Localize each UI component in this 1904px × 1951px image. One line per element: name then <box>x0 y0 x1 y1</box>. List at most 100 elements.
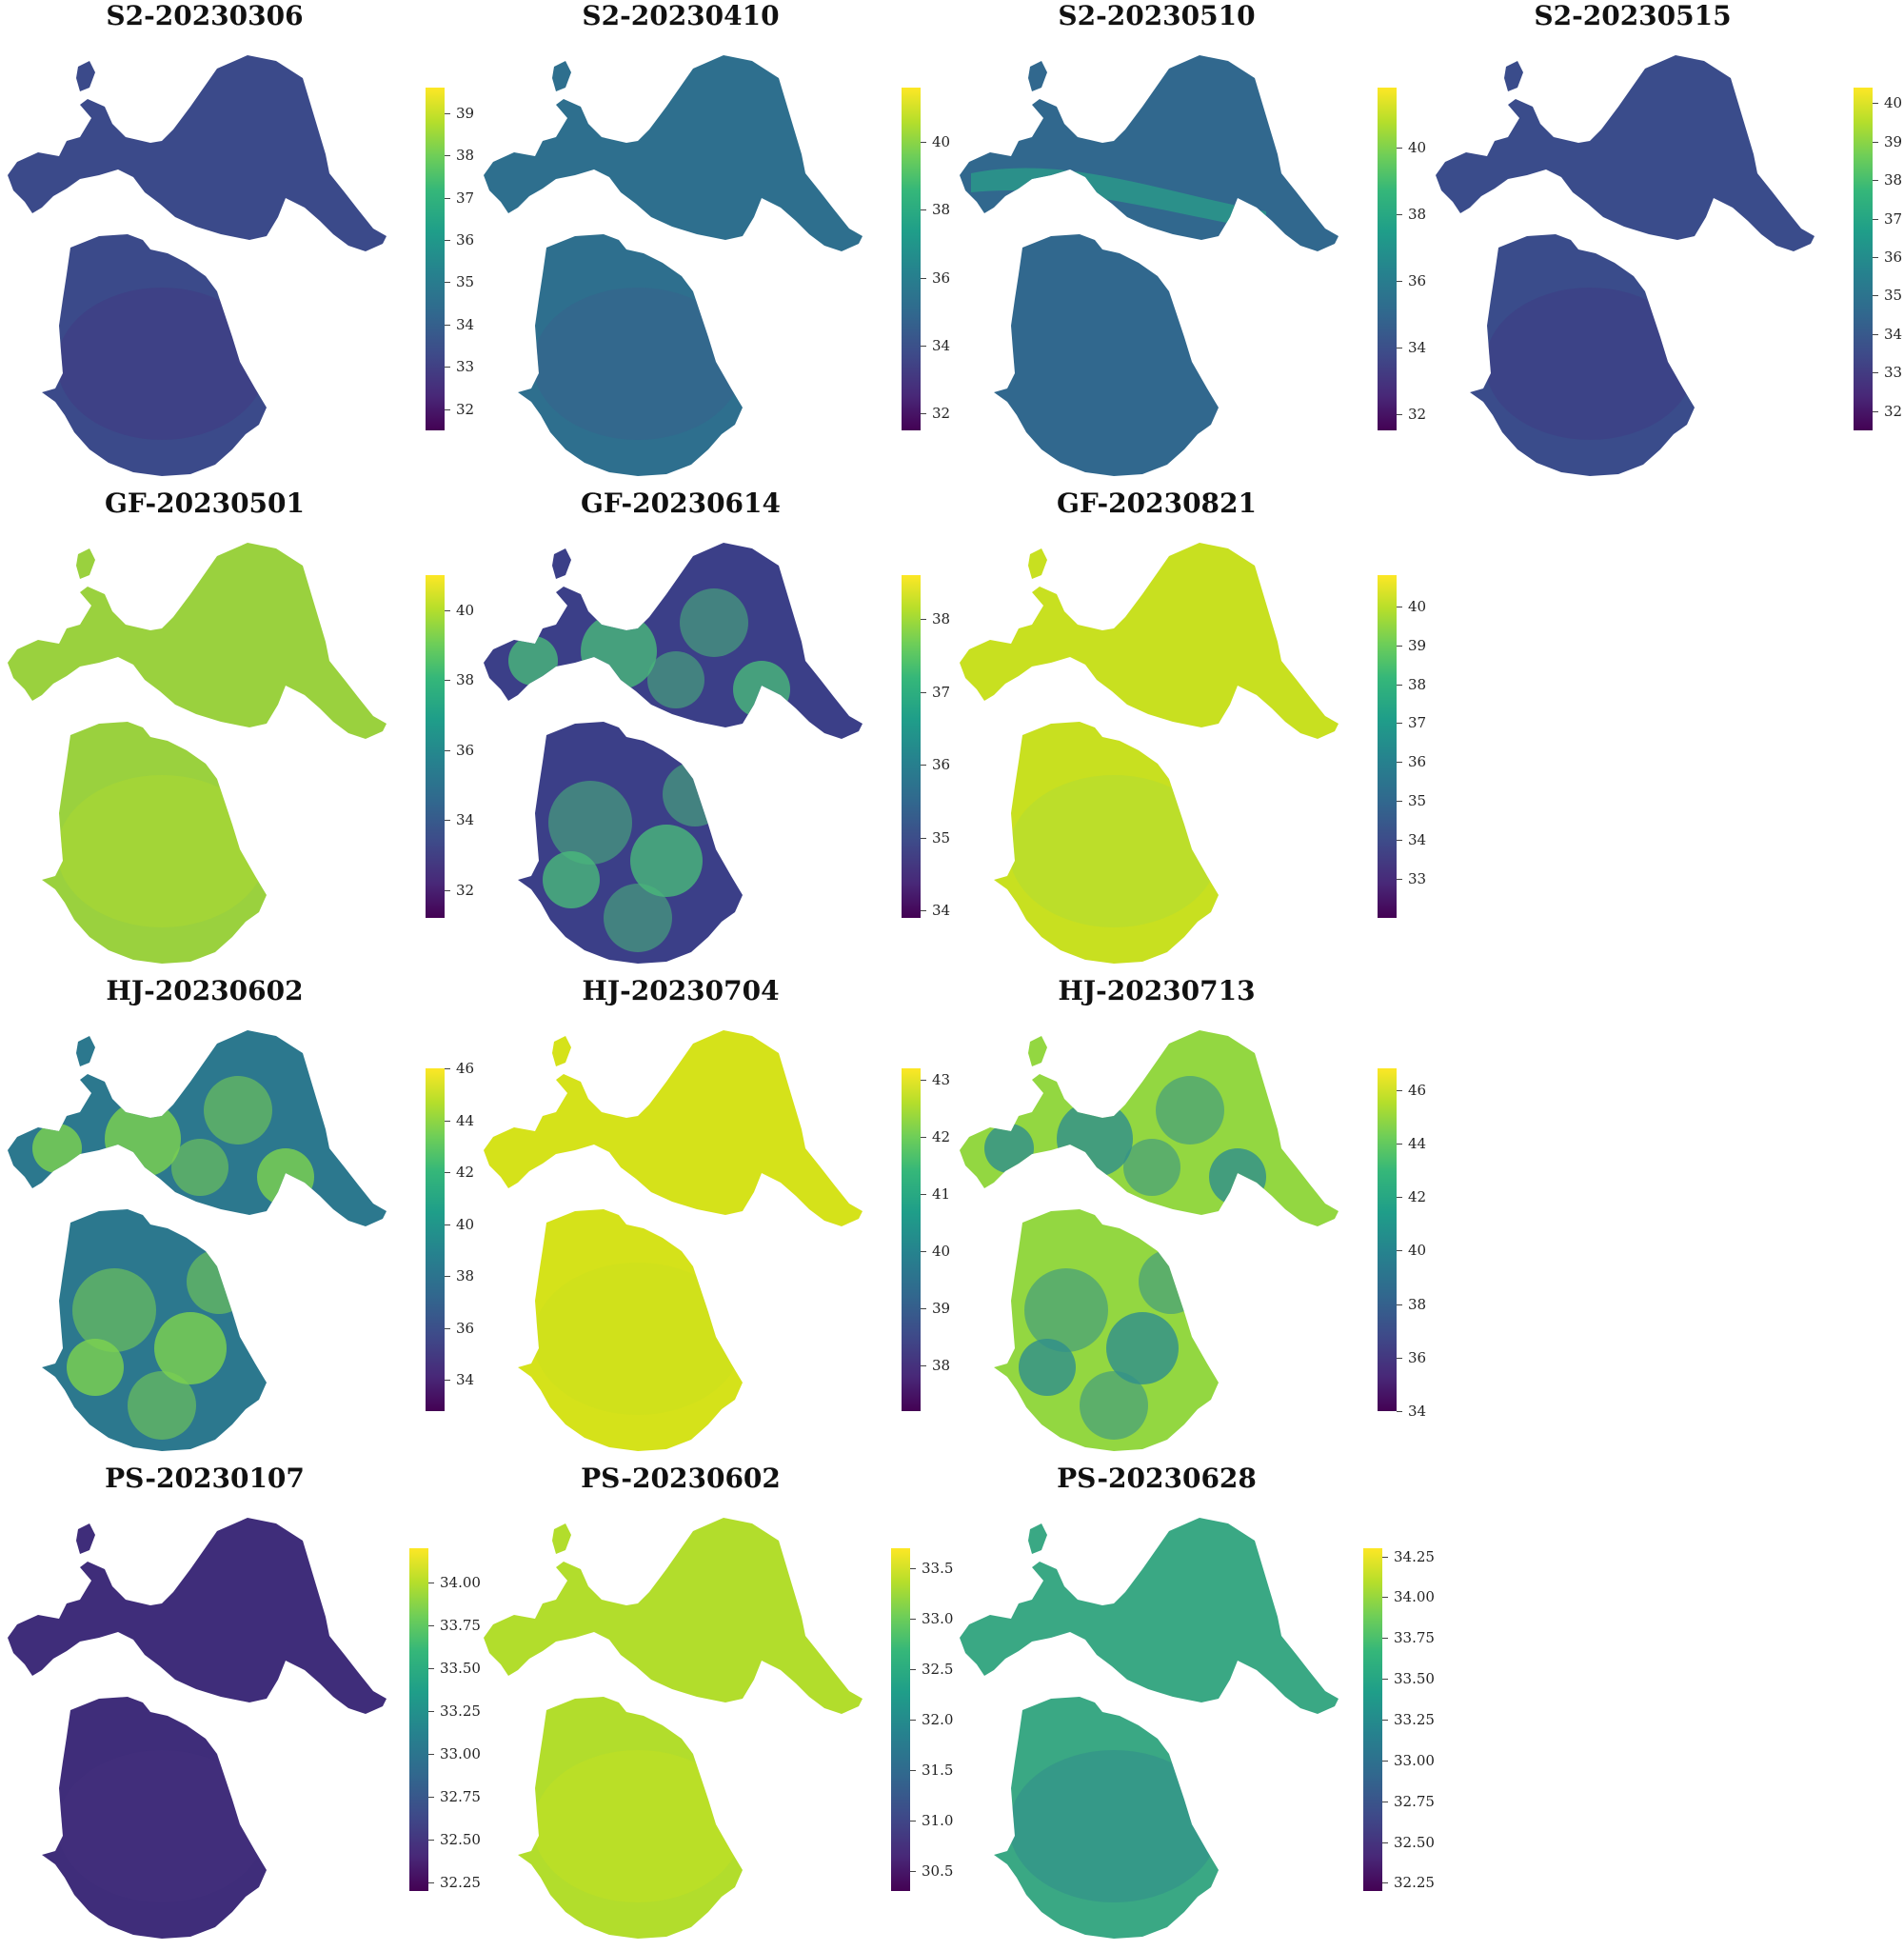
panel-hj-20230704: HJ-20230704 38 39 40 41 42 43 <box>476 975 952 1461</box>
lake-fill <box>960 1030 1339 1451</box>
tick-mark <box>1873 218 1878 220</box>
value-patch <box>1080 1371 1148 1440</box>
tick-mark <box>428 1882 434 1883</box>
tick-label: 32.75 <box>440 1788 481 1805</box>
value-shading <box>533 1263 743 1415</box>
causeway-gap <box>617 1200 695 1236</box>
lake-map <box>960 543 1339 964</box>
causeway-gap <box>141 1687 219 1723</box>
value-patch <box>604 884 672 952</box>
tick-mark <box>921 1251 926 1252</box>
tick-mark <box>910 1820 916 1822</box>
lake-map <box>8 1518 387 1939</box>
tick-mark <box>1382 1679 1388 1681</box>
value-shading <box>1009 1750 1219 1902</box>
tick-label: 33.5 <box>922 1560 954 1578</box>
value-shading <box>533 1750 743 1902</box>
tick-mark <box>1397 1357 1402 1359</box>
value-patch <box>1139 1249 1203 1314</box>
tick-label: 30.5 <box>922 1861 954 1880</box>
tick-label: 34 <box>932 336 951 354</box>
tick-mark <box>428 1711 434 1712</box>
tick-mark <box>921 142 926 144</box>
colorbar: 32 34 36 38 40 <box>426 575 502 918</box>
tick-label: 32.0 <box>922 1711 954 1728</box>
lake-surface <box>484 543 863 964</box>
lake-surface <box>960 1030 1339 1451</box>
tick-mark <box>445 324 450 326</box>
tick-label: 40 <box>1408 597 1427 615</box>
tick-mark <box>910 1870 916 1872</box>
tick-label: 42 <box>456 1164 475 1182</box>
tick-label: 33.25 <box>440 1702 481 1720</box>
panel-gf-20230614: GF-20230614 34 35 36 37 38 <box>476 488 952 973</box>
tick-mark <box>445 112 450 114</box>
tick-mark <box>428 1797 434 1798</box>
lake-map <box>1436 55 1815 476</box>
colorbar-gradient <box>1854 88 1873 430</box>
panel-s2-20230410: S2-20230410 32 34 36 38 40 <box>476 0 952 486</box>
lake-surface <box>484 1030 863 1451</box>
tick-mark <box>1397 213 1402 215</box>
tick-label: 36 <box>932 269 951 287</box>
colorbar-gradient <box>426 1068 445 1411</box>
panel-title: S2-20230306 <box>106 0 304 31</box>
colorbar-gradient <box>1363 1548 1382 1891</box>
tick-mark <box>1397 645 1402 647</box>
tick-label: 32.25 <box>1394 1874 1435 1892</box>
value-patch <box>543 851 600 908</box>
lake-map <box>484 55 863 476</box>
colorbar-gradient <box>902 88 921 430</box>
tick-mark <box>1873 333 1878 335</box>
tick-mark <box>1397 413 1402 415</box>
tick-label: 36 <box>1408 753 1427 771</box>
colorbar-gradient <box>426 575 445 918</box>
tick-mark <box>445 1172 450 1174</box>
tick-label: 40 <box>1408 1242 1427 1260</box>
tick-label: 42 <box>1408 1188 1427 1205</box>
colorbar: 32.25 32.50 32.75 33.00 33.25 33.50 33.75 34.00… <box>1363 1548 1439 1891</box>
tick-mark <box>445 155 450 157</box>
tick-mark <box>1873 141 1878 143</box>
tick-mark <box>921 413 926 415</box>
tick-label: 36 <box>456 1319 475 1337</box>
tick-label: 40 <box>1408 138 1427 156</box>
tick-label: 35 <box>456 273 475 291</box>
tick-mark <box>1397 723 1402 725</box>
tick-mark <box>1873 256 1878 258</box>
colorbar: 32.25 32.50 32.75 33.00 33.25 33.50 33.75 34.00 <box>409 1548 486 1891</box>
tick-mark <box>1397 1089 1402 1091</box>
tick-label: 38 <box>1884 171 1903 189</box>
tick-label: 40 <box>932 1243 951 1260</box>
tick-label: 36 <box>456 741 475 759</box>
tick-label: 39 <box>1408 636 1427 654</box>
colorbar: 32 34 36 38 40 <box>1378 88 1454 430</box>
tick-label: 32 <box>1884 402 1903 420</box>
tick-mark <box>1397 879 1402 881</box>
panel-hj-20230713: HJ-20230713 34 36 38 40 42 44 46 <box>952 975 1428 1461</box>
tick-label: 38 <box>456 671 475 689</box>
value-patch <box>1019 1339 1076 1396</box>
tick-mark <box>1382 1597 1388 1599</box>
value-patch <box>154 1312 227 1384</box>
tick-label: 36 <box>1408 1348 1427 1366</box>
tick-label: 38 <box>1408 675 1427 693</box>
tick-mark <box>445 889 450 891</box>
panel-ps-20230602: PS-20230602 30.5 31.0 31.5 32.0 32.5 33.0 33.5 <box>476 1463 954 1948</box>
tick-label: 38 <box>456 1267 475 1285</box>
colorbar-gradient <box>1378 88 1397 430</box>
value-patch <box>72 1268 156 1352</box>
tick-mark <box>445 680 450 682</box>
value-patch <box>171 1139 228 1196</box>
lake-map <box>960 1518 1339 1939</box>
tick-label: 33 <box>456 358 475 376</box>
tick-mark <box>1397 280 1402 282</box>
lake-surface <box>960 543 1339 964</box>
tick-mark <box>1397 1304 1402 1305</box>
tick-mark <box>1397 801 1402 803</box>
tick-label: 33.75 <box>440 1617 481 1634</box>
causeway-gap <box>617 712 695 748</box>
tick-mark <box>445 749 450 751</box>
value-patch <box>548 781 632 865</box>
colorbar: 33 34 35 36 37 38 39 40 <box>1378 575 1454 918</box>
